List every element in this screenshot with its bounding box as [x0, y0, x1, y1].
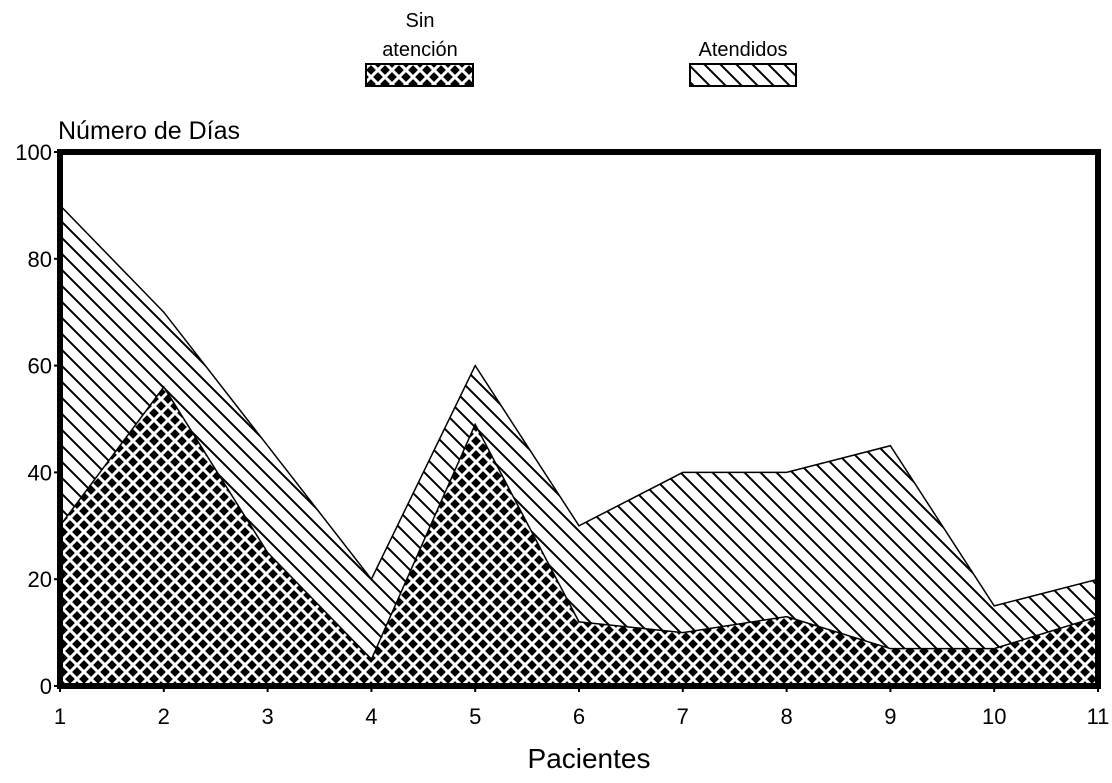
area-series-0 [59, 385, 1099, 687]
y-tick-label: 0 [40, 674, 52, 699]
x-tick-label: 9 [884, 704, 896, 729]
x-tick-label: 10 [982, 704, 1006, 729]
legend-swatch-1 [689, 63, 797, 87]
x-axis-label: Pacientes [528, 743, 651, 774]
y-tick-label: 20 [28, 567, 52, 592]
x-tick-label: 5 [469, 704, 481, 729]
legend-swatch-0 [365, 63, 474, 87]
x-tick-label: 6 [573, 704, 585, 729]
legend: Sin atención Atendidos [365, 10, 797, 87]
area-series-1 [59, 203, 1099, 687]
legend-label-0: Sin atención [382, 10, 458, 61]
y-tick-label: 60 [28, 354, 52, 379]
y-tick-label: 100 [15, 140, 52, 165]
x-tick-label: 4 [365, 704, 377, 729]
y-tick-label: 80 [28, 247, 52, 272]
x-tick-label: 2 [158, 704, 170, 729]
x-tick-label: 8 [780, 704, 792, 729]
x-tick-label: 3 [261, 704, 273, 729]
x-tick-label: 1 [54, 704, 66, 729]
y-tick-label: 40 [28, 460, 52, 485]
axes: 0 20 40 60 80 100 1 2 3 4 5 6 7 8 9 10 11 Número de Días P… [15, 117, 1109, 774]
x-tick-label: 11 [1087, 704, 1110, 729]
y-axis-label: Número de Días [58, 117, 240, 145]
legend-label-1: Atendidos [699, 39, 788, 61]
plot-areas [59, 203, 1099, 687]
x-tick-label: 7 [677, 704, 689, 729]
